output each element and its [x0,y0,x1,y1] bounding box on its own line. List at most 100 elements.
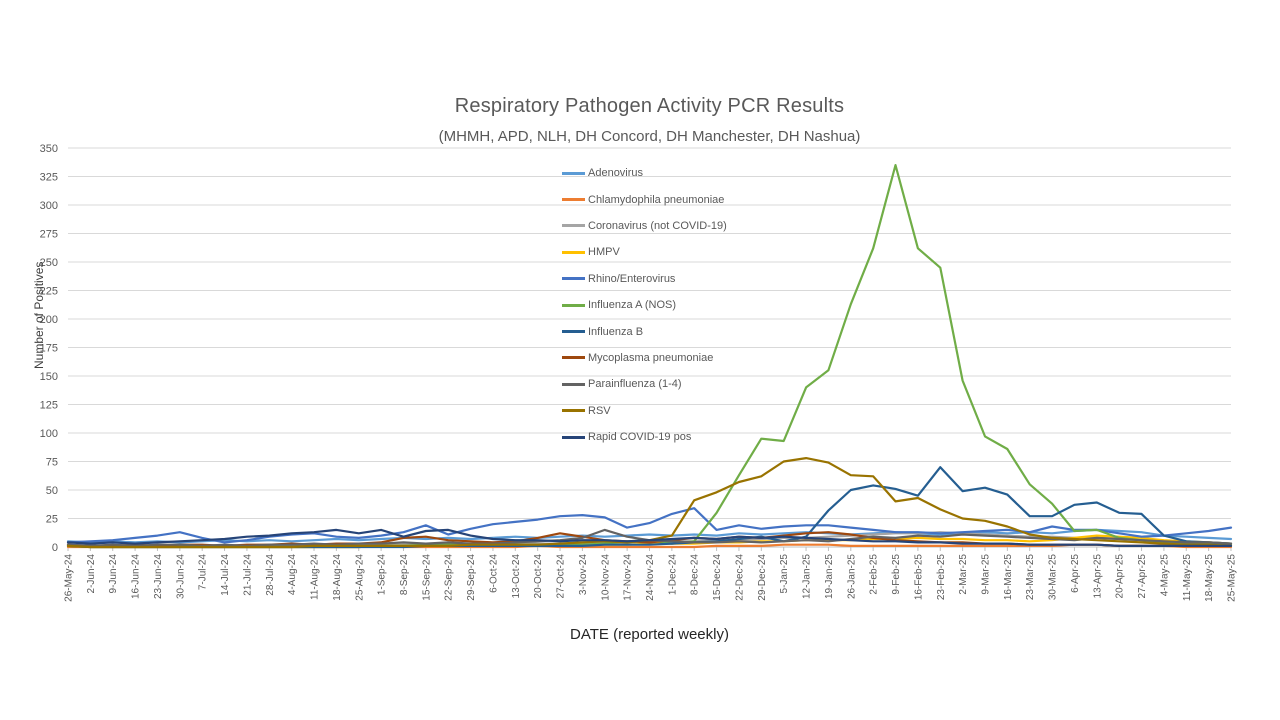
legend-label: Influenza B [588,325,644,338]
legend-item: Coronavirus (not COVID-19) [562,213,727,239]
y-tick-label: 275 [40,229,58,241]
chart-title: Respiratory Pathogen Activity PCR Result… [454,95,845,117]
legend-item: HMPV [562,239,727,265]
legend-item: Chlamydophila pneumoniae [562,186,727,212]
legend-item: Adenovirus [562,160,727,186]
x-tick-label: 23-Feb-25 [936,554,947,601]
y-tick-label: 75 [46,457,58,469]
y-tick-label: 0 [52,542,58,554]
x-tick-label: 14-Jul-24 [220,554,231,596]
x-tick-label: 23-Mar-25 [1025,554,1036,601]
x-tick-label: 29-Sep-24 [466,554,477,601]
x-tick-label: 16-Mar-25 [1003,554,1014,601]
x-tick-label: 11-May-25 [1182,554,1193,601]
x-tick-label: 8-Dec-24 [690,554,701,596]
legend-label: Rhino/Enterovirus [588,272,676,285]
x-tick-label: 18-Aug-24 [332,554,343,601]
series-line-adenovirus [66,528,1233,544]
x-tick-label: 2-Mar-25 [958,554,969,595]
x-tick-label: 26-Jan-25 [846,554,857,599]
x-tick-label: 4-May-25 [1159,554,1170,597]
series-line-rapid-covid-19-pos [66,528,1233,548]
legend-swatch [562,198,585,202]
legend-label: HMPV [588,246,620,259]
x-tick-label: 21-Jul-24 [242,554,253,596]
legend-swatch [562,382,585,386]
legend-label: Adenovirus [588,167,644,180]
x-tick-label: 20-Oct-24 [533,554,544,599]
x-tick-label: 15-Sep-24 [421,554,432,601]
x-tick-label: 1-Dec-24 [667,554,678,596]
y-tick-label: 100 [40,428,58,440]
y-tick-label: 300 [40,200,58,212]
x-tick-label: 27-Oct-24 [556,554,567,599]
legend-label: Influenza A (NOS) [588,299,677,312]
legend-item: Influenza B [562,318,727,344]
legend-swatch [562,409,585,413]
x-tick-label: 13-Oct-24 [511,554,522,599]
legend-swatch [562,224,585,228]
x-tick-label: 6-Apr-25 [1070,554,1081,593]
x-tick-label: 15-Dec-24 [712,554,723,601]
x-tick-label: 25-May-25 [1227,554,1238,602]
x-tick-label: 16-Feb-25 [913,554,924,601]
y-tick-label: 50 [46,485,58,497]
x-tick-label: 8-Sep-24 [399,554,410,596]
y-tick-label: 25 [46,514,58,526]
x-tick-label: 10-Nov-24 [600,554,611,601]
legend-item: Influenza A (NOS) [562,292,727,318]
legend-swatch [562,277,585,281]
y-tick-label: 175 [40,343,58,355]
x-tick-label: 4-Aug-24 [287,554,298,596]
y-axis-title: Number of Positives [32,261,46,369]
x-tick-label: 11-Aug-24 [310,554,321,600]
x-tick-label: 24-Nov-24 [645,554,656,601]
legend-item: Mycoplasma pneumoniae [562,345,727,371]
legend-label: Mycoplasma pneumoniae [588,351,714,364]
legend-label: Rapid COVID-19 pos [588,431,692,444]
x-tick-label: 9-Feb-25 [891,554,902,595]
x-tick-label: 9-Mar-25 [980,554,991,595]
x-tick-label: 20-Apr-25 [1115,554,1126,599]
legend-swatch [562,250,585,254]
x-tick-label: 22-Sep-24 [444,554,455,601]
y-tick-label: 125 [40,400,58,412]
x-tick-label: 22-Dec-24 [734,554,745,601]
chart-subtitle: (MHMH, APD, NLH, DH Concord, DH Manchest… [438,128,861,145]
x-tick-label: 16-Jun-24 [131,554,142,599]
x-tick-label: 5-Jan-25 [779,554,790,594]
y-tick-label: 325 [40,172,58,184]
x-tick-label: 18-May-25 [1204,554,1215,602]
series-line-rhino-enterovirus [66,507,1233,544]
x-tick-label: 7-Jul-24 [198,554,209,591]
x-tick-label: 29-Dec-24 [757,554,768,601]
y-tick-label: 200 [40,314,58,326]
x-tick-label: 30-Jun-24 [175,554,186,599]
legend-swatch [562,435,585,439]
x-tick-label: 23-Jun-24 [153,554,164,599]
x-tick-label: 30-Mar-25 [1048,554,1059,601]
legend-item: Rapid COVID-19 pos [562,424,727,450]
legend-swatch [562,356,585,360]
y-tick-label: 225 [40,286,58,298]
legend-label: RSV [588,404,611,417]
chart-legend: Adenovirus Chlamydophila pneumoniae Corona… [562,160,727,450]
x-tick-label: 26-May-24 [64,554,75,602]
y-tick-label: 350 [40,143,58,155]
legend-label: Parainfluenza (1-4) [588,378,682,391]
legend-label: Coronavirus (not COVID-19) [588,219,727,232]
x-tick-label: 19-Jan-25 [824,554,835,599]
x-tick-label: 25-Aug-24 [354,554,365,601]
legend-item: Rhino/Enterovirus [562,266,727,292]
x-tick-label: 1-Sep-24 [377,554,388,596]
x-tick-label: 9-Jun-24 [108,554,119,594]
legend-swatch [562,171,585,175]
x-tick-label: 12-Jan-25 [802,554,813,599]
legend-swatch [562,330,585,334]
x-tick-label: 2-Jun-24 [86,554,97,594]
x-tick-label: 17-Nov-24 [623,554,634,601]
x-tick-label: 6-Oct-24 [488,554,499,593]
y-tick-label: 250 [40,257,58,269]
legend-item: RSV [562,398,727,424]
